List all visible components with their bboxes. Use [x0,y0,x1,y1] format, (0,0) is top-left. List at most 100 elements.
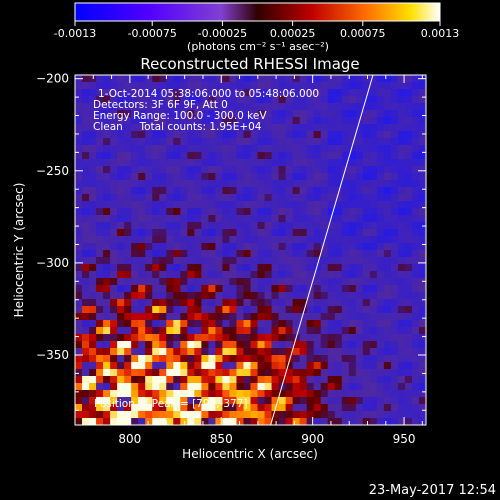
heatmap-cell [138,362,146,370]
heatmap-cell [215,390,223,398]
heatmap-cell [201,285,209,293]
heatmap-cell [82,327,90,335]
timestamp: 23-May-2017 12:54 [369,483,496,498]
heatmap-cell [390,152,399,160]
heatmap-cell [194,257,202,265]
heatmap-cell [348,152,357,160]
heatmap-cell [194,355,202,363]
heatmap-cell [404,124,413,132]
heatmap-cell [292,201,301,209]
heatmap-cell [264,355,273,363]
heatmap-cell [187,201,195,209]
heatmap-cell [215,334,223,342]
heatmap-cell [89,187,97,195]
heatmap-cell [348,278,357,286]
heatmap-cell [180,271,188,279]
heatmap-cell [383,215,392,223]
heatmap-cell [397,355,406,363]
heatmap-cell [103,362,111,370]
heatmap-cell [194,418,202,425]
heatmap-cell [131,327,139,335]
colorbar-tick-label: 0.00025 [270,27,316,40]
heatmap-cell [222,327,230,335]
heatmap-cell [208,334,216,342]
heatmap-cell [257,334,266,342]
heatmap-cell [243,173,251,181]
heatmap-cell [131,243,139,251]
heatmap-cell [404,348,413,356]
heatmap-cell [348,348,357,356]
heatmap-cell [418,201,426,209]
heatmap-cell [159,229,167,237]
heatmap-cell [292,390,301,398]
heatmap-cell [320,362,329,370]
heatmap-cell [271,124,280,132]
heatmap-cell [264,299,273,307]
heatmap-cell [145,404,153,412]
heatmap-cell [411,355,420,363]
heatmap-cell [313,103,322,111]
heatmap-cell [397,201,406,209]
heatmap-cell [117,103,125,111]
heatmap-cell [306,229,315,237]
heatmap-cell [152,355,160,363]
heatmap-cell [271,96,280,104]
heatmap-cell [404,75,413,83]
heatmap-cell [299,264,308,272]
heatmap-cell [89,236,97,244]
heatmap-cell [404,250,413,258]
heatmap-cell [390,257,399,265]
heatmap-cell [264,376,273,384]
heatmap-cell [215,313,223,321]
heatmap-cell [110,131,118,139]
heatmap-cell [152,418,160,425]
heatmap-cell [411,334,420,342]
heatmap-cell [411,306,420,314]
heatmap-cell [292,383,301,391]
heatmap-cell [306,306,315,314]
heatmap-cell [369,348,378,356]
heatmap-cell [124,306,132,314]
heatmap-cell [327,257,336,265]
heatmap-cell [383,208,392,216]
heatmap-cell [194,369,202,377]
heatmap-cell [117,96,125,104]
heatmap-cell [96,145,104,153]
heatmap-cell [369,208,378,216]
heatmap-cell [390,124,399,132]
colorbar-tick-label: -0.0013 [54,27,96,40]
heatmap-cell [306,208,315,216]
heatmap-cell [369,369,378,377]
heatmap-cell [411,383,420,391]
heatmap-cell [264,411,273,419]
heatmap-cell [397,96,406,104]
heatmap-cell [271,145,280,153]
heatmap-cell [201,159,209,167]
heatmap-cell [82,271,90,279]
heatmap-cell [75,152,83,160]
heatmap-cell [411,215,420,223]
heatmap-cell [229,152,237,160]
heatmap-cell [173,124,181,132]
heatmap-cell [411,404,420,412]
heatmap-cell [103,145,111,153]
heatmap-cell [327,96,336,104]
heatmap-cell [82,397,90,405]
heatmap-cell [131,159,139,167]
heatmap-cell [243,236,251,244]
heatmap-cell [369,229,378,237]
heatmap-cell [383,348,392,356]
heatmap-cell [257,250,266,258]
heatmap-cell [292,166,301,174]
heatmap-cell [215,194,223,202]
heatmap-cell [243,131,251,139]
heatmap-cell [257,89,266,97]
heatmap-cell [124,278,132,286]
heatmap-cell [334,390,343,398]
heatmap-cell [166,208,174,216]
heatmap-cell [89,173,97,181]
heatmap-cell [110,397,118,405]
heatmap-cell [313,390,322,398]
heatmap-cell [334,215,343,223]
heatmap-cell [320,271,329,279]
